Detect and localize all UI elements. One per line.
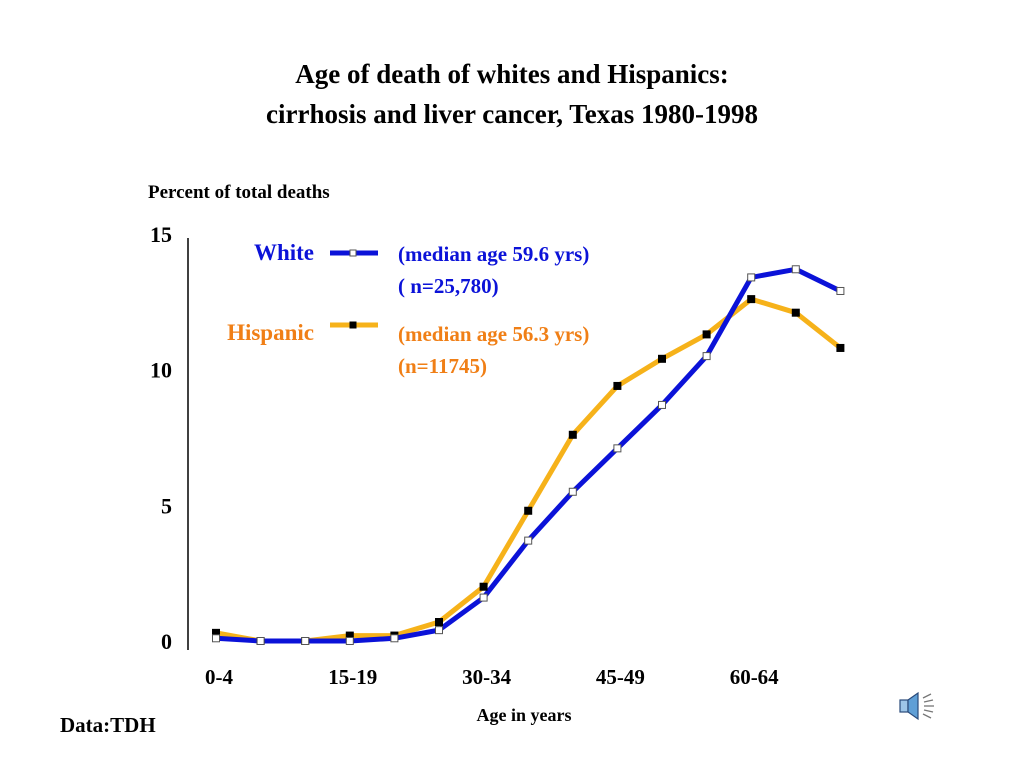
data-point-hispanic <box>658 354 666 363</box>
legend-marker-hispanic <box>349 321 357 329</box>
data-point-white <box>702 352 711 361</box>
data-point-white <box>256 637 265 645</box>
legend-white-label: White <box>253 240 314 265</box>
x-tick-label: 0-4 <box>205 665 233 689</box>
data-point-hispanic <box>435 618 443 627</box>
y-tick-label: 15 <box>150 222 172 247</box>
legend-marker-white <box>349 249 357 257</box>
data-point-hispanic <box>568 430 577 439</box>
chart-title-line-1: Age of death of whites and Hispanics: <box>295 59 729 89</box>
legend-hispanic-note: (median age 56.3 yrs) (n=11745) <box>398 318 589 382</box>
x-tick-label: 45-49 <box>596 665 645 689</box>
chart-title-line-2: cirrhosis and liver cancer, Texas 1980-1… <box>266 99 758 129</box>
x-tick-label: 15-19 <box>328 665 377 689</box>
legend-hispanic-n: (n=11745) <box>398 354 487 378</box>
y-axis-label: Percent of total deaths <box>148 182 330 203</box>
data-point-hispanic <box>702 330 711 339</box>
legend-white-note: (median age 59.6 yrs) ( n=25,780) <box>398 238 589 302</box>
source-note: Data:TDH <box>60 713 156 737</box>
data-point-white <box>212 634 220 643</box>
x-axis-label: Age in years <box>476 705 572 725</box>
data-point-white <box>836 286 845 295</box>
data-point-hispanic <box>791 308 800 317</box>
y-tick-label: 10 <box>150 358 172 383</box>
y-tick-label: 0 <box>161 629 172 654</box>
data-point-white <box>479 593 488 602</box>
data-point-hispanic <box>524 506 533 515</box>
x-tick-label: 60-64 <box>730 665 779 689</box>
data-point-hispanic <box>613 381 622 390</box>
legend-white-median: (median age 59.6 yrs) <box>398 242 590 266</box>
legend-white-n: ( n=25,780) <box>398 274 499 298</box>
data-point-white <box>747 273 756 282</box>
data-point-white <box>435 626 443 635</box>
data-point-white <box>345 637 354 645</box>
data-point-white <box>658 400 666 409</box>
data-point-white <box>301 637 310 645</box>
y-tick-label: 5 <box>161 493 172 518</box>
speaker-icon[interactable] <box>896 688 936 724</box>
data-point-hispanic <box>747 295 756 304</box>
data-point-white <box>524 536 533 545</box>
data-point-hispanic <box>479 582 488 591</box>
data-point-white <box>791 265 800 274</box>
legend-hispanic-median: (median age 56.3 yrs) <box>398 322 590 346</box>
data-point-hispanic <box>836 343 845 352</box>
data-point-white <box>568 487 577 496</box>
legend-hispanic-label: Hispanic <box>227 320 314 345</box>
data-point-white <box>613 444 622 453</box>
data-point-white <box>390 634 399 643</box>
x-tick-label: 30-34 <box>462 665 511 689</box>
